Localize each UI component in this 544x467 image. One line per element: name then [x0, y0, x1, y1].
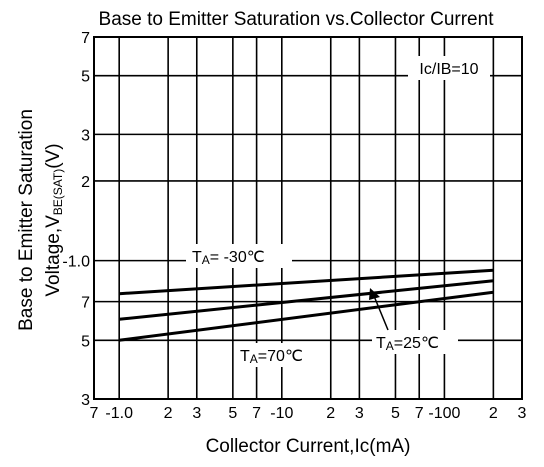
series-line [119, 279, 494, 321]
x-tick-label: 3 [518, 405, 527, 422]
y-tick-label: 5 [81, 333, 90, 350]
annotation-bg-25 [372, 330, 458, 354]
annotation-minus30: TA= -30℃ [192, 249, 265, 267]
x-tick-label: 5 [228, 405, 237, 422]
x-tick-label: -1.0 [105, 405, 133, 422]
x-tick-label: -100 [428, 405, 460, 422]
x-tick-label: 7 [252, 405, 261, 422]
series-line [119, 268, 494, 296]
y-tick-label: 7 [81, 295, 90, 312]
y-tick-label: 3 [81, 127, 90, 144]
x-tick-label: 7 [415, 405, 424, 422]
annotation-arrow-line [373, 295, 389, 331]
annotation-25: TA=25℃ [376, 335, 439, 353]
x-tick-label: 5 [391, 405, 400, 422]
x-tick-labels: 7 -1.0 2 3 5 7 -10 2 3 5 7 -100 2 3 [90, 405, 527, 422]
x-tick-label: 2 [489, 405, 498, 422]
x-axis-label: Collector Current,Ic(mA) [206, 436, 411, 457]
x-tick-label: 2 [326, 405, 335, 422]
y-tick-label: 5 [81, 69, 90, 86]
series-lines [119, 268, 494, 342]
y-tick-label: 2 [81, 174, 90, 191]
annotation-arrow-head [369, 288, 380, 300]
series-line [119, 290, 494, 342]
x-tick-label: 2 [164, 405, 173, 422]
chart-title: Base to Emitter Saturation vs.Collector … [99, 9, 495, 30]
x-tick-label: -10 [270, 405, 293, 422]
x-tick-label: 3 [355, 405, 364, 422]
plot-frame [93, 36, 523, 400]
annotation-bg-70 [236, 343, 328, 367]
annotation-70: TA=70℃ [240, 348, 303, 366]
y-tick-label: 7 [81, 30, 90, 47]
y-axis-label-line1: Base to Emitter Saturation [16, 109, 37, 331]
y-tick-label: -1.0 [62, 254, 90, 271]
condition-label-bg [408, 56, 490, 80]
y-tick-label: 3 [81, 392, 90, 409]
x-tick-label: 3 [192, 405, 201, 422]
y-axis-label-line2: Voltage,VBE(SAT)(V) [43, 143, 65, 296]
condition-label: Ic/IB=10 [419, 61, 478, 78]
y-tick-labels: 3 5 7 -1.0 2 3 5 7 [62, 30, 90, 409]
x-tick-label: 7 [90, 405, 99, 422]
annotation-bg-minus30 [186, 244, 292, 268]
